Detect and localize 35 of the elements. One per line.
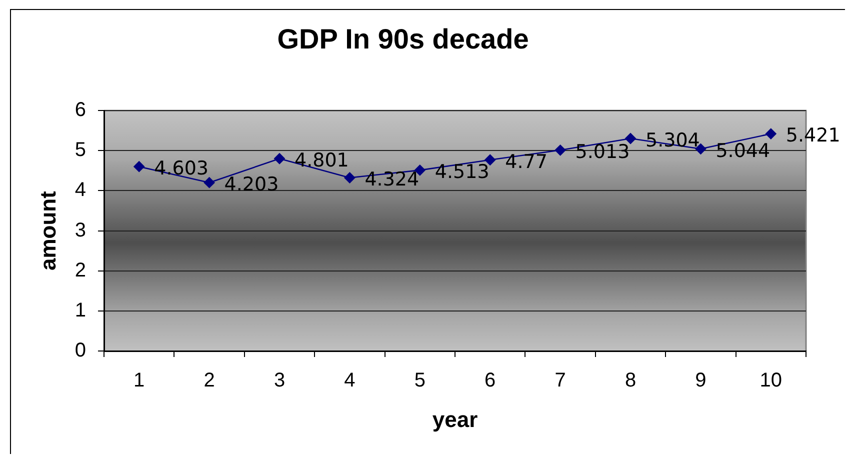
data-label: 4.801 xyxy=(294,150,349,172)
point xyxy=(484,154,496,166)
y-tick-label: 6 xyxy=(74,99,86,122)
point xyxy=(344,172,356,184)
x-tick-label: 7 xyxy=(554,370,566,392)
y-tick-label: 4 xyxy=(74,179,86,202)
x-tick-label: 3 xyxy=(274,370,286,392)
x-tick-label: 9 xyxy=(695,370,706,392)
data-label: 4.324 xyxy=(364,168,420,191)
y-tick-label: 0 xyxy=(74,340,86,362)
x-tick-label: 8 xyxy=(624,370,636,392)
x-tick-label: 10 xyxy=(760,370,782,392)
point xyxy=(274,153,285,164)
point xyxy=(204,177,215,188)
x-tick-label: 5 xyxy=(414,370,426,392)
x-tick-label: 6 xyxy=(484,370,496,392)
y-tick-label: 2 xyxy=(74,259,86,282)
y-axis-title: amount xyxy=(35,190,60,271)
y-tick-label: 5 xyxy=(74,139,86,162)
x-tick-label: 1 xyxy=(134,370,145,392)
x-tick-label: 4 xyxy=(344,370,356,392)
point xyxy=(765,128,776,140)
data-label: 4.203 xyxy=(224,174,279,196)
point xyxy=(554,144,566,156)
point xyxy=(625,132,636,144)
data-label: 4.513 xyxy=(434,161,490,184)
data-label: 4.77 xyxy=(505,150,548,173)
chart-title: GDP In 90s decade xyxy=(277,24,529,55)
point xyxy=(134,161,145,172)
data-label: 5.421 xyxy=(786,124,840,147)
data-label: 4.603 xyxy=(154,158,209,180)
y-tick-label: 3 xyxy=(74,219,86,242)
x-tick-label: 2 xyxy=(204,370,215,392)
x-axis-title: year xyxy=(432,406,478,432)
y-tick-label: 1 xyxy=(74,299,86,322)
